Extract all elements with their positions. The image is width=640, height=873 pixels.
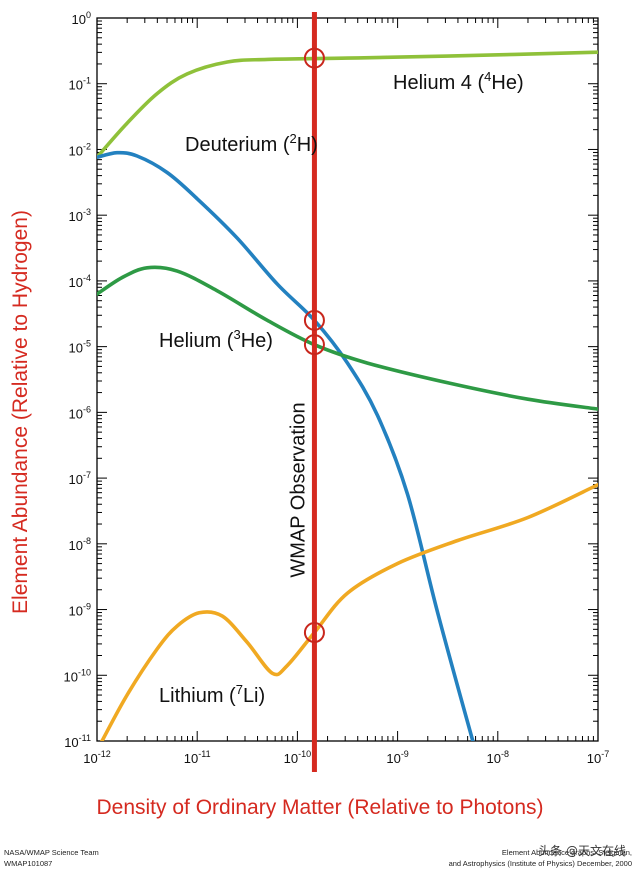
y-axis-title: Element Abundance (Relative to Hydrogen) xyxy=(9,210,32,614)
y-tick-label: 10-4 xyxy=(69,273,91,290)
observation-marker xyxy=(303,47,325,69)
y-tick-label: 10-2 xyxy=(69,141,91,158)
y-tick-label: 10-11 xyxy=(64,733,91,750)
y-tick-label: 10-5 xyxy=(69,339,91,356)
footer-left-line1: NASA/WMAP Science Team xyxy=(4,848,99,857)
series-line-helium-4 xyxy=(97,50,598,160)
watermark: 头条 @天文在线 xyxy=(538,844,626,858)
footer-right-line1: Element Abundance graphs: Steigman, xyxy=(501,848,632,857)
y-tick-label: 10-9 xyxy=(69,602,91,619)
y-tick-label: 10-10 xyxy=(64,667,91,684)
footer-right-line2: and Astrophysics (Institute of Physics) … xyxy=(448,859,632,868)
y-tick-label: 100 xyxy=(72,10,91,27)
y-tick-label: 10-8 xyxy=(69,536,91,553)
observation-label: WMAP Observation xyxy=(287,402,309,577)
wmap-observation: WMAP Observation xyxy=(287,12,325,772)
y-tick-label: 10-7 xyxy=(69,470,91,487)
x-tick-label: 10-7 xyxy=(587,749,609,766)
x-tick-label: 10-10 xyxy=(284,749,311,766)
series-label-deuterium: Deuterium (2H) xyxy=(185,131,318,156)
observation-marker xyxy=(303,622,325,644)
x-tick-label: 10-12 xyxy=(83,749,110,766)
series-labels: Helium 4 (4He) Deuterium (2H) Helium (3He)… xyxy=(159,69,524,707)
x-axis-title: Density of Ordinary Matter (Relative to … xyxy=(96,796,543,819)
series-lines xyxy=(97,50,598,741)
y-tick-label: 10-6 xyxy=(69,404,91,421)
x-tick-label: 10-11 xyxy=(184,749,211,766)
series-label-lithium-7: Lithium (7Li) xyxy=(159,682,265,707)
series-line-helium-3 xyxy=(97,265,598,411)
series-line-deuterium xyxy=(97,150,475,741)
plot-frame xyxy=(96,17,599,742)
x-tick-label: 10-9 xyxy=(386,749,408,766)
tick-labels: 10-12 10-11 10-10 10-9 10-8 10-710010-110-210… xyxy=(64,10,610,766)
series-label-helium-4: Helium 4 (4He) xyxy=(393,69,524,94)
y-tick-label: 10-3 xyxy=(69,207,91,224)
footer-credit-left: NASA/WMAP Science Team WMAP101087 xyxy=(4,847,99,869)
series-label-helium-3: Helium (3He) xyxy=(159,327,273,352)
observation-marker xyxy=(303,309,325,331)
x-tick-label: 10-8 xyxy=(487,749,509,766)
observation-marker xyxy=(303,334,325,356)
series-line-lithium-7 xyxy=(100,482,598,741)
footer-left-line2: WMAP101087 xyxy=(4,859,53,868)
footer-credit-right: Element Abundance graphs: Steigman, and … xyxy=(449,847,632,869)
y-tick-label: 10-1 xyxy=(69,76,91,93)
axes xyxy=(96,17,599,742)
